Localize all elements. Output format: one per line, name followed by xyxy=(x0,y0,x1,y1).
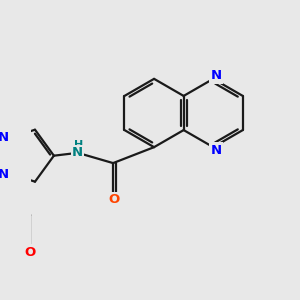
Text: N: N xyxy=(211,143,222,157)
Text: N: N xyxy=(0,167,9,181)
Text: N: N xyxy=(211,70,222,83)
Text: N: N xyxy=(0,131,9,144)
Text: N: N xyxy=(72,146,83,159)
Text: H: H xyxy=(74,140,84,150)
Text: O: O xyxy=(109,193,120,206)
Text: O: O xyxy=(25,245,36,259)
